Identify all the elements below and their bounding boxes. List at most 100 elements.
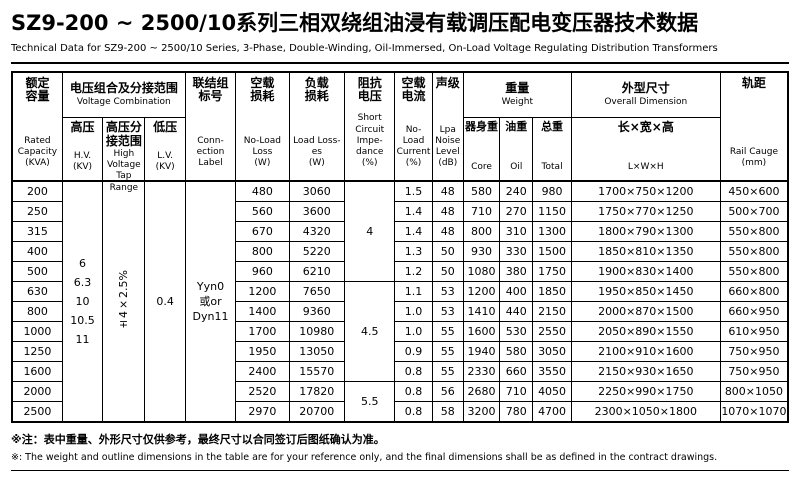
footer-notes: ※注：表中重量、外形尺寸仅供参考，最终尺寸以合同签订后图纸确认为准。 ※: Th… xyxy=(11,431,789,463)
cell-dimension: 2250×990×1750 xyxy=(570,381,721,403)
cell-total-weight: 3050 xyxy=(532,341,572,363)
cell-capacity: 1600 xyxy=(11,361,63,383)
header-load-loss-en: Load Loss-es (W) xyxy=(290,136,344,170)
col-header-lv: 低压 L.V. (KV) xyxy=(144,117,186,182)
cell-noload-current: 0.8 xyxy=(394,361,433,383)
col-header-noise: 声级 Lpa Noise Level (dB) xyxy=(431,71,464,182)
cell-noload-current: 1.1 xyxy=(394,281,433,303)
header-impedance-en: Short Circuit Impe-dance (%) xyxy=(345,113,394,169)
cell-rail-gauge: 660×800 xyxy=(719,281,789,303)
spec-table: 额定容量 Rated Capacity (KVA) 电压组合及分接范围 Volta… xyxy=(11,71,789,424)
header-lv-en: L.V. (KV) xyxy=(156,151,175,174)
header-noise-unit: (dB) xyxy=(438,158,458,169)
cell-capacity: 315 xyxy=(11,221,63,243)
header-dimension-group-zh: 外型尺寸 xyxy=(621,80,670,95)
cell-capacity: 400 xyxy=(11,241,63,263)
cell-noload-current: 1.0 xyxy=(394,321,433,343)
cell-dimension: 1900×830×1400 xyxy=(570,261,721,283)
tap-range-value: ±4×2.5% xyxy=(116,269,130,331)
connection-line: Dyn11 xyxy=(192,310,229,324)
cell-noload-current: 1.0 xyxy=(394,301,433,323)
col-header-lwh: 长×宽×高 L×W×H xyxy=(570,117,721,182)
header-connection-en: Conn-ection Label xyxy=(196,135,225,169)
cell-dimension: 2300×1050×1800 xyxy=(570,401,721,423)
page-title: SZ9-200 ~ 2500/10系列三相双绕组油浸有载调压配电变压器技术数据 xyxy=(11,11,699,35)
cell-connection: Yyn0 或or Dyn11 xyxy=(184,180,237,423)
cell-rail-gauge: 800×1050 xyxy=(719,381,789,403)
cell-noload-loss: 670 xyxy=(235,221,290,243)
cell-core-weight: 1200 xyxy=(462,281,501,303)
cell-noload-current: 0.8 xyxy=(394,401,433,423)
col-header-noload-loss: 空载损耗 No-Load Loss (W) xyxy=(235,71,290,182)
cell-total-weight: 3550 xyxy=(532,361,572,383)
header-capacity-en: Rated Capacity (KVA) xyxy=(13,136,62,170)
cell-impedance: 4 xyxy=(344,180,396,283)
cell-dimension: 1850×810×1350 xyxy=(570,241,721,263)
header-noload-loss-en: No-Load Loss (W) xyxy=(236,136,288,170)
cell-oil-weight: 400 xyxy=(499,281,534,303)
spec-row-315: 315 670 4320 1.4 48 800 310 1300 1800×790×1300 55… xyxy=(11,221,789,243)
cell-dimension: 1800×790×1300 xyxy=(570,221,721,243)
header-hv-en-text: H.V. xyxy=(73,150,92,161)
col-header-hv: 高压 H.V. (KV) xyxy=(61,117,104,182)
cell-noload-current: 1.3 xyxy=(394,241,433,263)
cell-oil-weight: 270 xyxy=(499,201,534,223)
cell-noise-level: 50 xyxy=(431,241,464,263)
cell-rail-gauge: 450×600 xyxy=(719,180,789,203)
cell-load-loss: 9360 xyxy=(288,301,346,323)
col-group-voltage: 电压组合及分接范围 Voltage Combination xyxy=(61,71,186,119)
cell-noload-loss: 1700 xyxy=(235,321,290,343)
header-current-zh: 空载电流 xyxy=(401,75,426,104)
header-lv-zh: 低压 xyxy=(153,120,178,135)
cell-oil-weight: 330 xyxy=(499,241,534,263)
header-total-en: Total xyxy=(541,161,563,172)
cell-load-loss: 13050 xyxy=(288,341,346,363)
cell-load-loss: 4320 xyxy=(288,221,346,243)
header-oil-en: Oil xyxy=(510,161,523,172)
cell-noise-level: 48 xyxy=(431,180,464,203)
cell-load-loss: 3060 xyxy=(288,180,346,203)
header-capacity-en-text: Rated Capacity xyxy=(17,135,58,158)
spec-row-200: 200 6 6.3 10 10.5 11 ±4×2.5% 0.4 Yyn0 或or Dyn11 480… xyxy=(11,180,789,423)
cell-rail-gauge: 1070×1070 xyxy=(719,401,789,423)
header-capacity-zh: 额定容量 xyxy=(25,75,50,104)
cell-total-weight: 2150 xyxy=(532,301,572,323)
header-noload-loss-zh: 空载损耗 xyxy=(250,75,275,104)
title-divider xyxy=(11,62,789,65)
cell-load-loss: 6210 xyxy=(288,261,346,283)
cell-oil-weight: 530 xyxy=(499,321,534,343)
cell-capacity: 250 xyxy=(11,201,63,223)
header-weight-group-en: Weight xyxy=(501,97,533,108)
cell-dimension: 1700×750×1200 xyxy=(570,180,721,203)
cell-oil-weight: 580 xyxy=(499,341,534,363)
cell-load-loss: 10980 xyxy=(288,321,346,343)
cell-capacity: 1250 xyxy=(11,341,63,363)
header-impedance-zh: 阻抗电压 xyxy=(357,75,382,104)
col-header-tap-range: 高压分接范围 High Voltage Tap Range xyxy=(102,117,146,193)
cell-oil-weight: 380 xyxy=(499,261,534,283)
cell-dimension: 2050×890×1550 xyxy=(570,321,721,343)
cell-load-loss: 20700 xyxy=(288,401,346,423)
page-subtitle: Technical Data for SZ9-200 ~ 2500/10 Ser… xyxy=(11,43,718,55)
cell-total-weight: 1850 xyxy=(532,281,572,303)
cell-noise-level: 58 xyxy=(431,401,464,423)
cell-core-weight: 580 xyxy=(462,180,501,203)
col-header-impedance: 阻抗电压 Short Circuit Impe-dance (%) xyxy=(344,71,396,182)
cell-core-weight: 2680 xyxy=(462,381,501,403)
cell-total-weight: 1750 xyxy=(532,261,572,283)
col-header-noload-current: 空载电流 No-Load Current (%) xyxy=(394,71,433,182)
cell-noload-loss: 2400 xyxy=(235,361,290,383)
header-hv-unit: (KV) xyxy=(72,161,93,172)
cell-capacity: 800 xyxy=(11,301,63,323)
header-current-unit: (%) xyxy=(405,158,422,169)
header-load-loss-unit: (W) xyxy=(308,158,325,169)
hv-value: 10.5 xyxy=(70,314,95,328)
cell-dimension: 2000×870×1500 xyxy=(570,301,721,323)
cell-total-weight: 4050 xyxy=(532,381,572,403)
col-header-oil-weight: 油重 Oil xyxy=(499,117,534,182)
cell-noload-current: 1.2 xyxy=(394,261,433,283)
cell-total-weight: 2550 xyxy=(532,321,572,343)
cell-rail-gauge: 550×800 xyxy=(719,221,789,243)
cell-oil-weight: 780 xyxy=(499,401,534,423)
cell-load-loss: 3600 xyxy=(288,201,346,223)
